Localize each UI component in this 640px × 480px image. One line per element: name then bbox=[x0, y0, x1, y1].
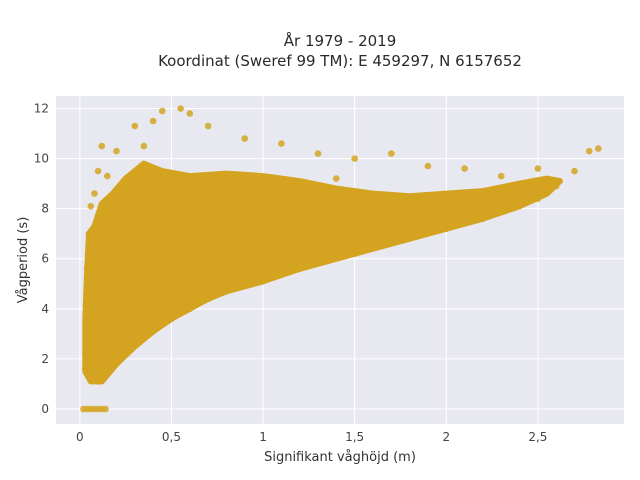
data-point bbox=[85, 343, 93, 350]
data-point bbox=[278, 140, 285, 147]
data-point bbox=[177, 242, 184, 250]
point-cloud bbox=[82, 160, 563, 385]
data-point bbox=[223, 205, 230, 212]
data-point bbox=[241, 247, 248, 255]
data-point bbox=[443, 225, 450, 232]
data-point bbox=[149, 117, 157, 125]
data-point bbox=[98, 142, 106, 150]
data-point bbox=[314, 150, 322, 157]
data-points bbox=[80, 105, 602, 413]
data-point bbox=[259, 230, 267, 237]
y-tick-label: 8 bbox=[41, 202, 49, 216]
data-point bbox=[595, 145, 602, 152]
data-point bbox=[131, 122, 139, 130]
data-point bbox=[186, 268, 194, 275]
chart-title: År 1979 - 2019 bbox=[284, 31, 397, 50]
data-point bbox=[585, 147, 593, 155]
data-point bbox=[351, 155, 359, 162]
data-point bbox=[241, 135, 248, 142]
data-point bbox=[94, 378, 102, 385]
y-tick-label: 12 bbox=[34, 102, 49, 116]
y-tick-label: 2 bbox=[41, 352, 49, 366]
data-point bbox=[516, 202, 523, 210]
data-point bbox=[168, 217, 175, 225]
x-tick-label: 0 bbox=[76, 430, 84, 444]
data-point bbox=[204, 122, 212, 130]
data-point bbox=[104, 368, 111, 375]
data-point bbox=[104, 172, 111, 180]
data-point bbox=[186, 110, 194, 117]
data-point bbox=[204, 180, 212, 187]
data-point bbox=[259, 278, 267, 285]
data-point bbox=[94, 255, 102, 262]
data-point bbox=[113, 280, 120, 288]
y-axis-label: Vågperiod (s) bbox=[16, 217, 31, 304]
data-point bbox=[333, 175, 340, 182]
y-tick-label: 0 bbox=[41, 402, 49, 416]
data-point bbox=[94, 167, 102, 175]
data-point bbox=[223, 288, 230, 295]
data-point bbox=[296, 265, 304, 273]
data-point bbox=[388, 150, 395, 157]
data-point bbox=[497, 172, 505, 180]
data-point bbox=[168, 172, 175, 180]
data-point bbox=[140, 142, 148, 150]
data-point bbox=[131, 255, 139, 262]
y-tick-label: 10 bbox=[34, 152, 49, 166]
data-point bbox=[571, 167, 578, 175]
data-point bbox=[534, 165, 542, 172]
data-point bbox=[85, 230, 93, 237]
x-tick-label: 1 bbox=[259, 430, 267, 444]
data-point bbox=[406, 235, 413, 242]
data-point bbox=[104, 305, 111, 313]
data-point bbox=[113, 147, 120, 155]
data-point bbox=[406, 200, 413, 207]
data-point bbox=[122, 185, 129, 192]
data-point bbox=[424, 162, 432, 170]
data-point bbox=[85, 305, 93, 313]
data-point bbox=[461, 165, 468, 172]
data-point bbox=[122, 348, 129, 355]
data-point bbox=[168, 315, 175, 323]
y-tick-label: 4 bbox=[41, 302, 49, 316]
x-tick-label: 0,5 bbox=[162, 430, 181, 444]
data-point bbox=[552, 182, 560, 190]
data-point bbox=[82, 365, 89, 373]
data-point bbox=[443, 197, 450, 205]
data-point bbox=[479, 215, 487, 222]
data-point bbox=[159, 107, 166, 115]
data-point bbox=[140, 293, 148, 300]
x-axis-ticks: 0 0,5 1 1,5 2 2,5 bbox=[76, 430, 547, 444]
x-tick-label: 2 bbox=[442, 430, 450, 444]
y-axis-ticks: 0 2 4 6 8 10 12 bbox=[34, 102, 49, 416]
x-axis-label: Signifikant våghöjd (m) bbox=[264, 450, 416, 465]
data-point bbox=[87, 202, 95, 210]
data-point bbox=[149, 230, 157, 237]
data-point bbox=[91, 242, 98, 250]
data-point bbox=[83, 265, 91, 273]
data-point bbox=[102, 405, 109, 413]
y-tick-label: 6 bbox=[41, 252, 49, 266]
data-point bbox=[131, 340, 139, 348]
data-point bbox=[91, 190, 98, 197]
x-tick-label: 1,5 bbox=[345, 430, 364, 444]
data-point bbox=[351, 205, 359, 212]
data-point bbox=[534, 195, 542, 202]
data-point bbox=[113, 355, 120, 363]
data-point bbox=[296, 202, 304, 210]
chart-subtitle: Koordinat (Sweref 99 TM): E 459297, N 61… bbox=[158, 52, 522, 70]
data-point bbox=[177, 105, 184, 112]
data-point bbox=[98, 330, 106, 338]
data-point bbox=[98, 373, 106, 380]
data-point bbox=[204, 295, 212, 303]
data-point bbox=[186, 305, 194, 313]
data-point bbox=[113, 217, 120, 225]
data-point bbox=[497, 190, 505, 197]
data-point bbox=[351, 250, 359, 257]
x-tick-label: 2,5 bbox=[528, 430, 547, 444]
data-point bbox=[149, 328, 157, 335]
data-point bbox=[369, 222, 377, 230]
